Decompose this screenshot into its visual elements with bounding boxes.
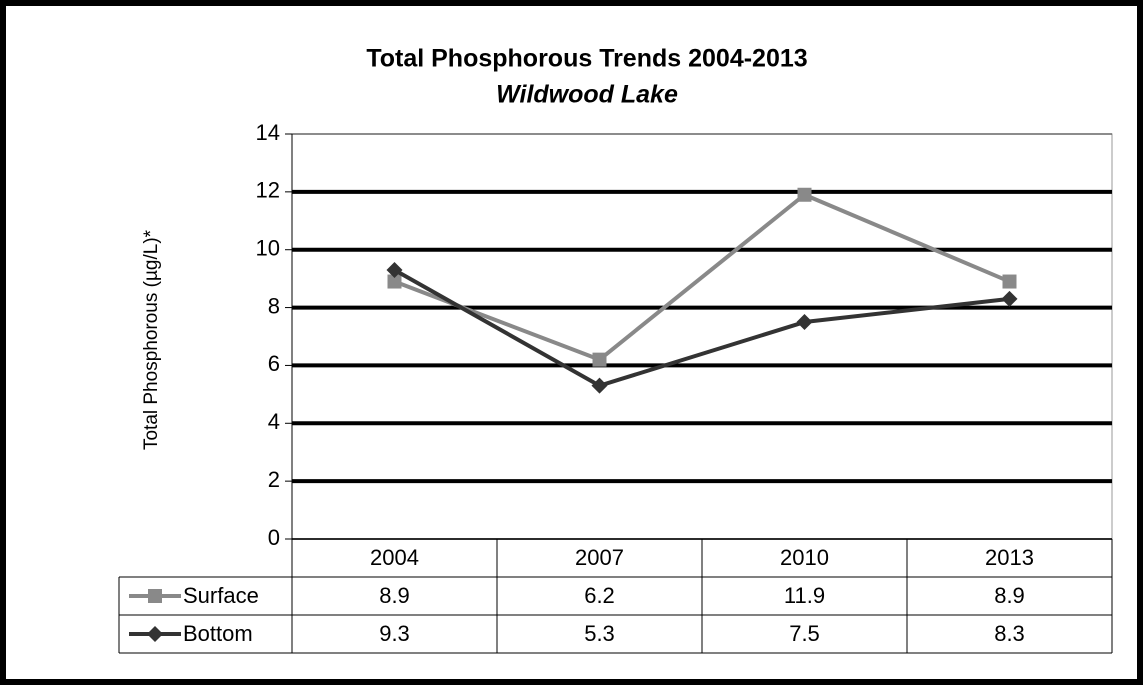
series-line [393,268,1010,388]
chart-subtitle: Wildwood Lake [496,81,678,109]
point [387,274,402,289]
y-tick-label: 10 [256,236,280,261]
y-tick-label: 2 [268,467,280,492]
point [1001,290,1018,307]
x-tick-label: 2010 [780,545,829,570]
y-axis-label: Total Phosphorous (µg/L)* [141,229,162,450]
x-tick-label: 2007 [575,545,624,570]
table-value: 8.3 [994,621,1025,646]
y-tick-label: 0 [268,525,280,550]
legend-label: Bottom [183,621,253,646]
table-value: 9.3 [379,621,410,646]
table-value: 8.9 [994,583,1025,608]
y-tick-label: 8 [268,293,280,318]
x-tick-label: 2004 [370,545,419,570]
legend-marker [147,626,163,642]
table-value: 7.5 [789,621,820,646]
chart-title: Total Phosphorous Trends 2004-2013 [366,45,807,73]
point [591,377,608,394]
y-tick-label: 6 [268,351,280,376]
table-value: 5.3 [584,621,615,646]
point [796,314,813,331]
y-tick-label: 14 [256,120,280,145]
point [797,187,812,202]
point [1002,274,1017,289]
series-line [393,192,1011,362]
y-tick-label: 12 [256,178,280,203]
y-tick-label: 4 [268,409,280,434]
legend-marker [148,589,162,603]
point [386,261,403,278]
table-value: 8.9 [379,583,410,608]
x-tick-label: 2013 [985,545,1034,570]
table-value: 6.2 [584,583,615,608]
table-value: 11.9 [784,583,825,608]
point [592,352,607,367]
legend-label: Surface [183,583,259,608]
